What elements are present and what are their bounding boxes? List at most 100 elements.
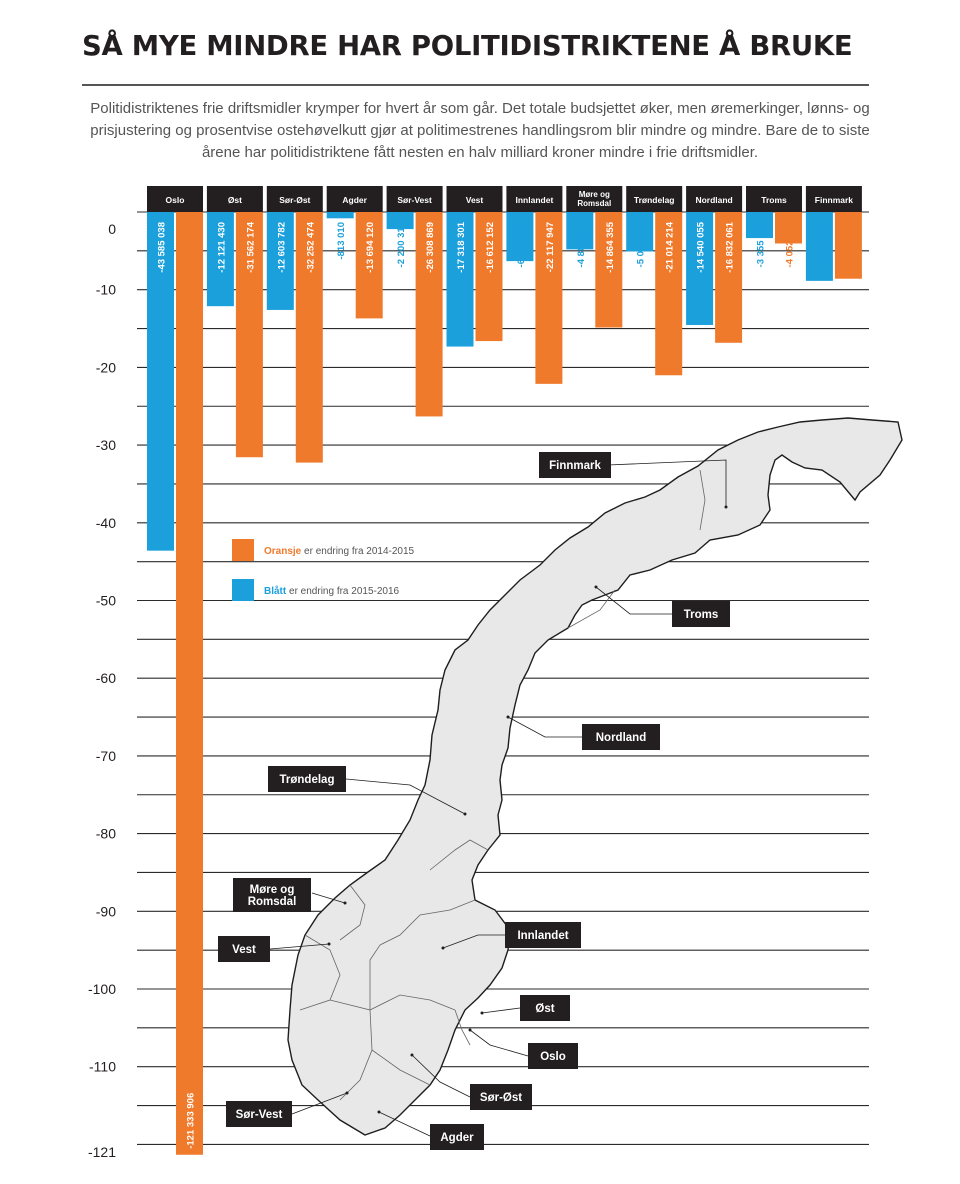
legend-text: er endring fra 2014-2015 bbox=[301, 546, 414, 557]
district-header-box bbox=[147, 186, 203, 212]
map-label-box bbox=[520, 995, 570, 1021]
lead-paragraph: Politidistriktenes frie driftsmidler kry… bbox=[90, 100, 870, 161]
district-header-label: Vest bbox=[466, 195, 484, 205]
blue-bar bbox=[266, 212, 294, 310]
map-label-box bbox=[470, 1084, 532, 1110]
district-header-box bbox=[266, 186, 323, 212]
district-header-label: Finnmark bbox=[815, 195, 854, 205]
y-tick-label: -90 bbox=[96, 903, 116, 919]
orange-data-label: -32 252 474 bbox=[305, 221, 316, 272]
map-label: Øst bbox=[535, 1003, 554, 1015]
map-label-box bbox=[505, 922, 581, 948]
y-tick-label: -30 bbox=[96, 437, 116, 453]
blue-data-label: -14 540 055 bbox=[696, 221, 707, 272]
district-header-label: Troms bbox=[761, 195, 787, 205]
orange-data-label: -26 308 869 bbox=[425, 222, 436, 273]
blue-bar bbox=[566, 212, 594, 250]
map-label: Troms bbox=[684, 609, 719, 621]
map-label-box bbox=[539, 452, 611, 478]
district-header-box bbox=[746, 186, 802, 212]
map-label-box bbox=[233, 878, 311, 912]
y-tick-label: -10 bbox=[96, 282, 116, 298]
district-header-box bbox=[206, 186, 263, 212]
orange-bar bbox=[834, 212, 862, 279]
blue-data-label: -4 808 121 bbox=[576, 221, 587, 267]
blue-data-label: -8 861 525 bbox=[815, 221, 826, 267]
district-header-label: Trøndelag bbox=[634, 195, 675, 205]
legend: Oransje er endring fra 2014-2015 Blått er… bbox=[232, 539, 415, 601]
map-label: Møre og Romsdal bbox=[248, 884, 297, 908]
orange-bar bbox=[235, 212, 263, 458]
district-header-label: Oslo bbox=[166, 195, 185, 205]
blue-data-label: -17 318 301 bbox=[456, 221, 467, 272]
blue-bar bbox=[506, 212, 534, 262]
orange-bar bbox=[295, 212, 323, 463]
district-header-box bbox=[805, 186, 862, 212]
map-label: Finnmark bbox=[549, 460, 601, 472]
district-header-label: Nordland bbox=[695, 195, 732, 205]
blue-data-label: -12 603 782 bbox=[276, 222, 287, 273]
map-label: Agder bbox=[440, 1132, 474, 1144]
legend-swatch bbox=[232, 539, 254, 561]
y-tick-label: -121 bbox=[88, 1144, 116, 1160]
legend-swatch bbox=[232, 579, 254, 601]
district-header-label: Sør-Øst bbox=[279, 195, 310, 205]
district-header-label: Møre og Romsdal bbox=[577, 190, 611, 208]
blue-bar bbox=[686, 212, 714, 325]
map-label-box bbox=[672, 601, 730, 627]
orange-data-label: -22 117 947 bbox=[545, 222, 556, 272]
page-title: SÅ MYE MINDRE HAR POLITIDISTRIKTENE Å BR… bbox=[82, 30, 853, 62]
orange-data-label: -13 694 120 bbox=[365, 222, 376, 273]
y-tick-label: -100 bbox=[88, 981, 116, 997]
district-header-box bbox=[446, 186, 503, 212]
title-rule bbox=[82, 84, 869, 86]
map-label: Sør-Vest bbox=[236, 1109, 283, 1121]
orange-data-label: -4 052 409 bbox=[785, 222, 796, 267]
district-header-label: Innlandet bbox=[516, 195, 554, 205]
blue-bar bbox=[446, 212, 474, 347]
blue-bar bbox=[626, 212, 654, 252]
blue-bar bbox=[805, 212, 833, 281]
orange-bar bbox=[475, 212, 503, 342]
district-headers: Oslo Øst Sør-Øst Agder Sør-Vest Vest Innlandet… bbox=[147, 186, 862, 212]
blue-data-label: -43 585 038 bbox=[157, 222, 168, 273]
orange-bar bbox=[535, 212, 563, 384]
orange-data-label: -8 586 180 bbox=[844, 222, 855, 267]
district-header-box bbox=[686, 186, 743, 212]
legend-item: Oransje er endring fra 2014-2015 bbox=[264, 546, 415, 557]
orange-bar bbox=[715, 212, 743, 343]
y-tick-label: -50 bbox=[96, 593, 116, 609]
blue-data-label: -6 321 012 bbox=[516, 222, 527, 267]
orange-data-label: -31 562 174 bbox=[245, 221, 256, 272]
blue-bar bbox=[746, 212, 773, 239]
legend-color-name: Oransje bbox=[264, 546, 302, 557]
y-tick-label: 0 bbox=[108, 221, 116, 237]
map-label-box bbox=[582, 724, 660, 750]
orange-bar bbox=[595, 212, 623, 328]
y-axis: 0 -10 -20 -30 -40 -50 -60 -70 -80 -90 -100 -110 -121 bbox=[88, 221, 116, 1160]
blue-bar bbox=[147, 212, 174, 551]
y-tick-label: -80 bbox=[96, 826, 116, 842]
blue-bar bbox=[386, 212, 414, 230]
norway-map: Finnmark Troms Nordland Trøndelag Møre og Rom… bbox=[218, 417, 903, 1150]
map-label: Sør-Øst bbox=[480, 1092, 522, 1104]
blue-data-label: -5 085 421 bbox=[636, 221, 647, 267]
map-label: Nordland bbox=[596, 732, 646, 744]
district-header-box bbox=[506, 186, 563, 212]
orange-data-label: -14 864 355 bbox=[605, 221, 616, 272]
orange-bar bbox=[176, 212, 203, 1155]
map-label-box bbox=[430, 1124, 484, 1150]
y-tick-label: -40 bbox=[96, 515, 116, 531]
map-labels: Finnmark Troms Nordland Trøndelag Møre og Rom… bbox=[218, 452, 730, 1150]
map-label: Innlandet bbox=[517, 930, 568, 942]
district-header-box bbox=[566, 186, 623, 212]
district-header-box bbox=[626, 186, 683, 212]
orange-bar bbox=[415, 212, 443, 417]
blue-bar bbox=[326, 212, 354, 219]
blue-data-label: -813 010 bbox=[336, 222, 347, 260]
y-tick-label: -20 bbox=[96, 359, 116, 375]
map-label: Oslo bbox=[540, 1051, 566, 1063]
legend-text: er endring fra 2015-2016 bbox=[286, 586, 399, 597]
district-header-box bbox=[326, 186, 383, 212]
